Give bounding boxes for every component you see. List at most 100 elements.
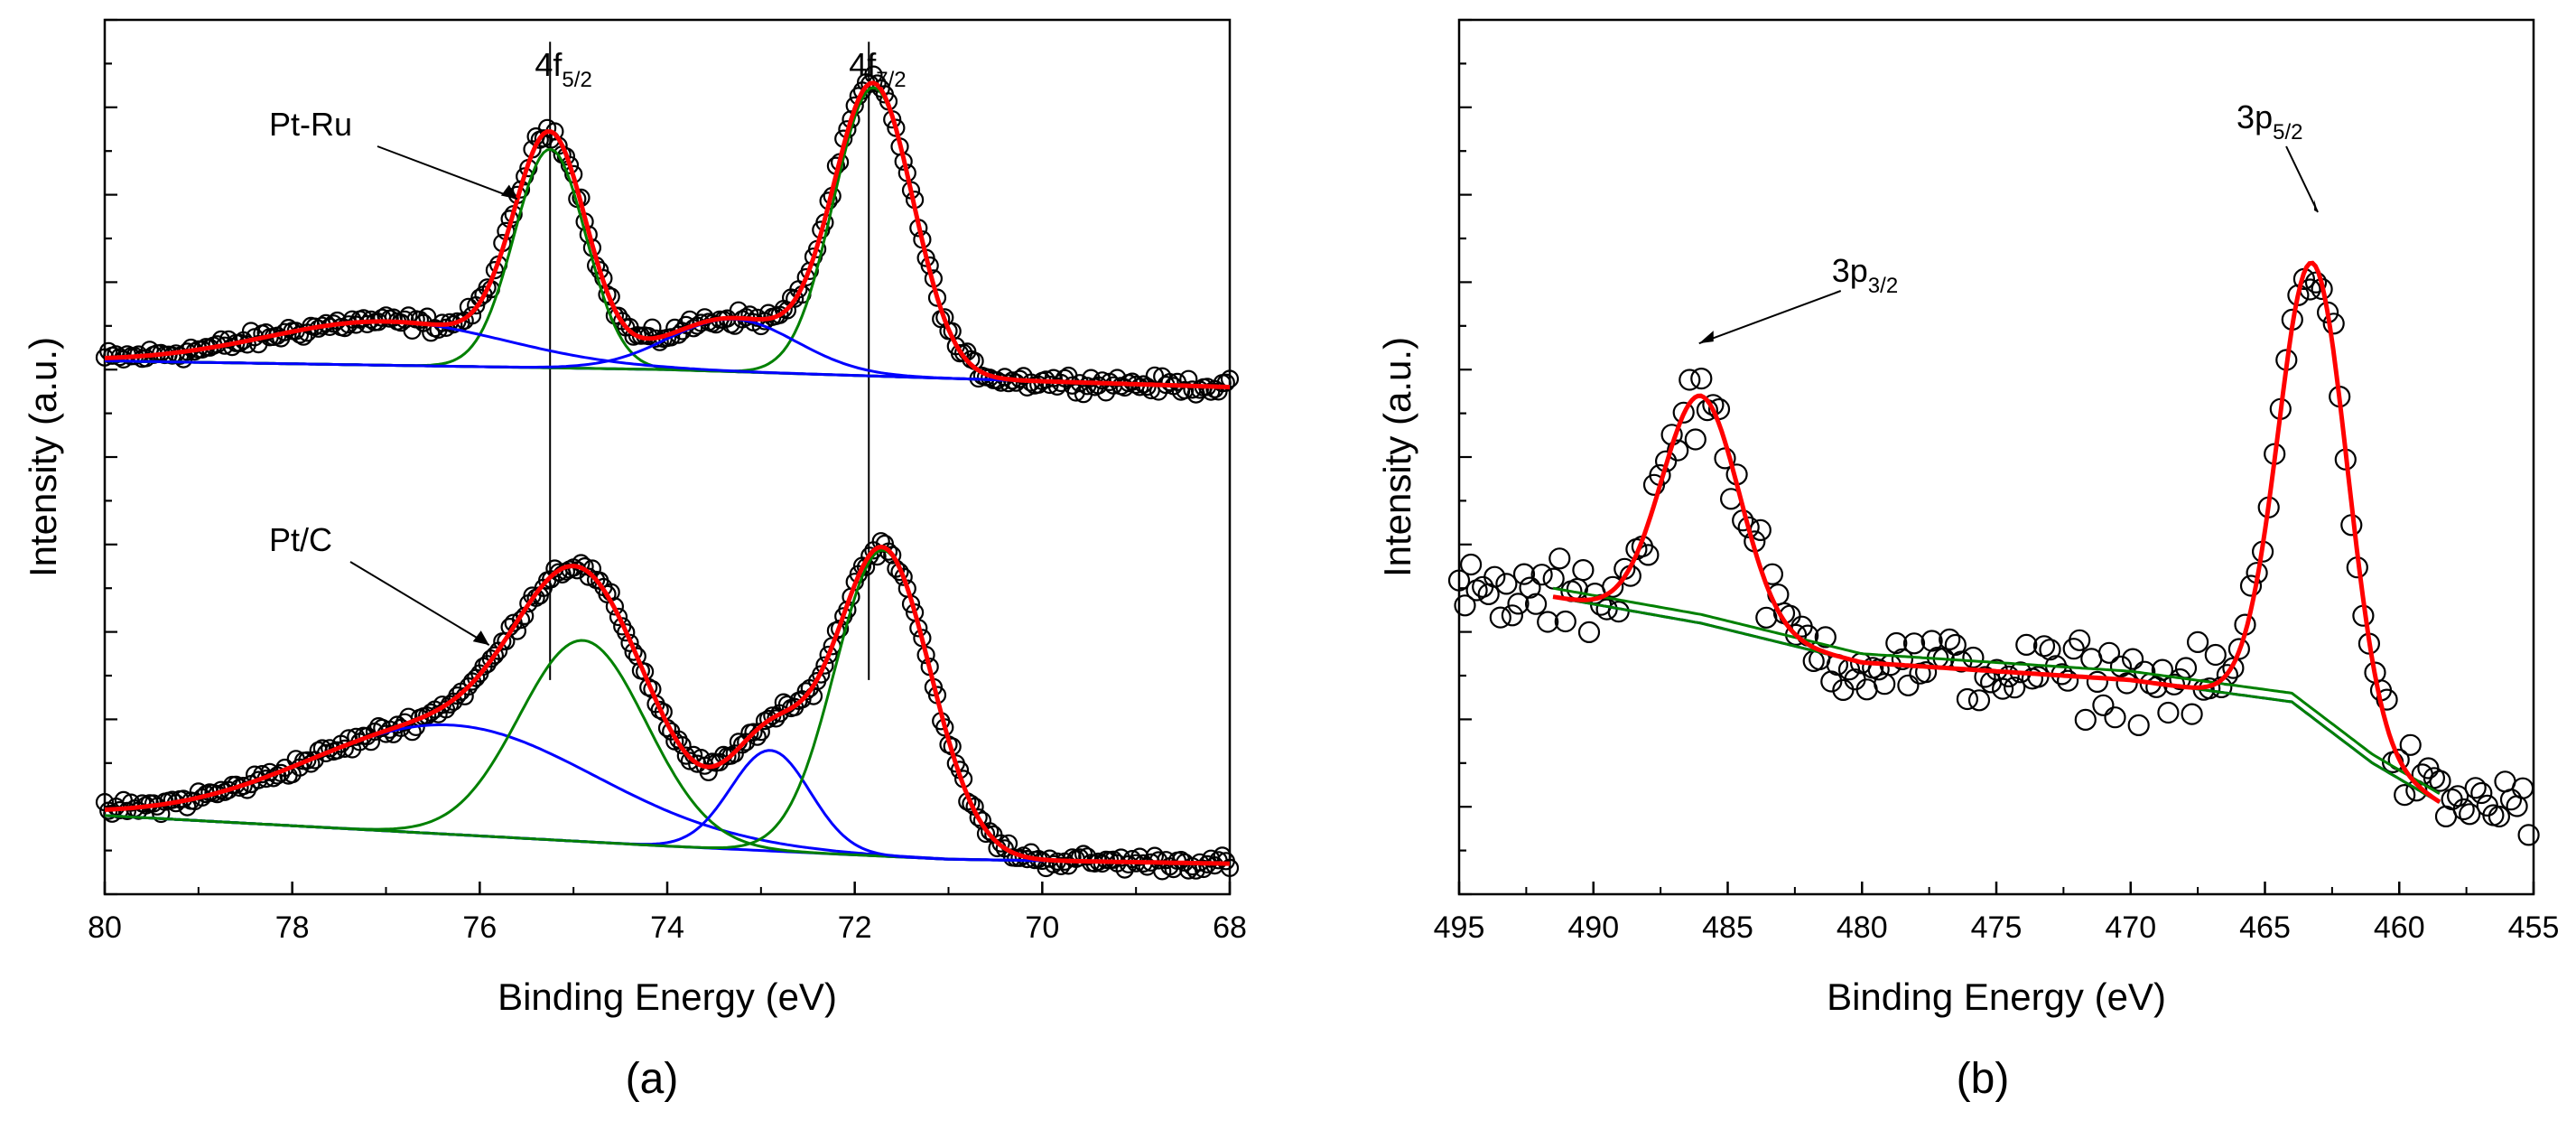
data-points-pt-3p [1447,267,2540,846]
component-peak [1552,261,2441,804]
data-point [1939,628,1961,651]
data-point [609,607,628,627]
x-tick-label: 470 [2105,910,2156,945]
data-point [1220,858,1240,878]
fit-envelope [104,544,1230,866]
data-point [1915,660,1938,684]
data-point [1684,428,1706,451]
peak-arrowhead [1698,331,1714,344]
x-tick-label: 80 [88,910,122,945]
data-point [1130,378,1149,397]
peak-label: 3p3/2 [1832,252,1898,298]
data-point [894,567,913,586]
data-point [2004,677,2026,699]
x-tick-label: 490 [1567,910,1619,945]
data-points-pt-ru [95,65,1240,404]
data-point [991,373,1010,392]
data-point [1755,606,1778,629]
data-point [2057,669,2079,692]
data-point [1867,658,1890,681]
sample-arrow [377,145,518,201]
panel-a-label: (a) [626,1055,679,1103]
data-point [2512,777,2534,799]
panel-b-x-axis-label: Binding Energy (eV) [1827,976,2166,1018]
data-point [591,261,609,280]
data-point [2097,641,2121,664]
data-point [1483,565,1506,588]
sample-arrowhead [472,630,489,646]
data-point [1679,369,1701,391]
x-tick-label: 74 [650,910,684,945]
baseline-line-green [1552,586,2441,795]
x-tick-label: 76 [462,910,497,945]
data-point [432,696,451,714]
data-point [643,318,662,337]
data-point [2181,703,2203,725]
data-point [721,746,740,765]
data-point [1122,849,1142,869]
data-point [744,723,763,742]
data-point [2429,770,2451,792]
component-peak [104,639,1230,865]
data-point [1501,604,1524,627]
peak-label-subscript: 5/2 [562,68,591,92]
x-tick-label: 495 [1434,910,1485,945]
x-tick-label: 72 [838,910,872,945]
panel-b-plot-content: 3p3/2 3p5/2 [1447,98,2540,846]
baseline-line [1552,595,2441,804]
peak-label-subscript: 7/2 [876,68,906,92]
data-point [1507,593,1530,615]
data-point [1885,631,1908,655]
data-point [2122,648,2144,670]
data-point [2187,630,2209,654]
data-point [2488,805,2510,828]
data-point [2074,708,2097,732]
component-peak [104,147,1231,389]
data-point [1465,579,1488,602]
panel-a-x-ticks: 80 78 76 74 72 70 68 [88,882,1247,945]
x-tick-label: 68 [1213,910,1247,945]
data-point [2204,643,2227,667]
data-point [1897,674,1920,696]
data-point [298,751,317,770]
data-point [1572,558,1595,582]
panel-b-x-ticks: 495 490 485 480 475 470 465 460 455 [1434,882,2560,945]
data-point [462,306,482,325]
data-point [1524,593,1548,615]
panel-a-y-ticks [105,18,117,896]
data-point [1902,632,1926,655]
fit-envelope [1552,260,2441,804]
peak-arrowhead [2314,199,2319,212]
x-tick-label: 455 [2508,910,2560,945]
data-point [485,261,505,280]
data-points-pt-c [95,532,1240,881]
data-point [1749,518,1772,542]
peak-arrow [2285,145,2319,213]
data-point [1997,665,2020,688]
data-point [1160,373,1179,392]
peak-arrow [1698,290,1842,345]
data-point [1577,621,1601,644]
panel-b-chart: 495 490 485 480 475 470 465 460 455 3p3/2 3p5/2 B… [1376,18,2560,1103]
data-point [1459,553,1483,576]
data-point [2069,629,2091,651]
data-point [2464,777,2487,799]
data-point [1489,606,1511,629]
data-point [316,743,336,763]
data-point [962,794,981,813]
data-point [2015,633,2038,657]
data-point [485,646,505,665]
panel-b-label: (b) [1957,1055,2010,1103]
sample-arrow [349,561,490,646]
data-point [2399,733,2422,756]
data-point [2116,672,2138,695]
data-point [1051,856,1071,876]
data-point [1672,401,1695,424]
data-point [2151,658,2173,681]
panel-b-y-axis-label: Intensity (a.u.) [1376,337,1418,577]
peak-label: 3p5/2 [2237,98,2302,145]
data-point [1519,576,1541,599]
data-point [2039,639,2061,661]
